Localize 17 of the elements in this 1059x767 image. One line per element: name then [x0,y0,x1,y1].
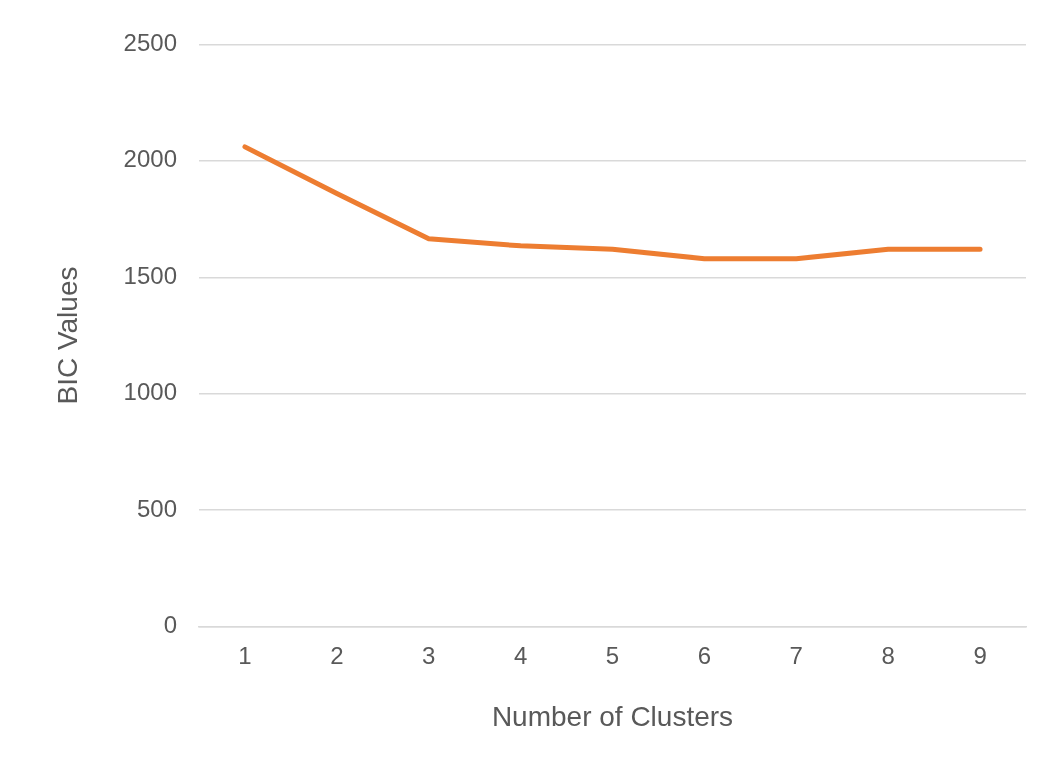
y-tick-label: 500 [136,494,177,522]
x-tick-label: 7 [789,641,803,669]
x-tick-label: 3 [422,641,436,669]
x-tick-label: 8 [881,641,895,669]
x-tick-label: 6 [697,641,712,669]
x-tick-label: 5 [605,641,620,669]
x-tick-label: 4 [513,641,528,669]
x-tick-label: 9 [973,641,987,669]
y-tick-label: 1000 [123,378,177,406]
x-axis-title: Number of Clusters [491,700,734,732]
y-tick-label: 2500 [123,29,177,57]
x-tick-label: 2 [330,641,344,669]
y-tick-label: 1500 [123,261,177,289]
y-tick-label: 2000 [123,145,177,173]
y-axis-title: BIC Values [51,266,83,405]
y-tick-label: 0 [163,611,177,639]
x-tick-label: 1 [238,641,252,669]
